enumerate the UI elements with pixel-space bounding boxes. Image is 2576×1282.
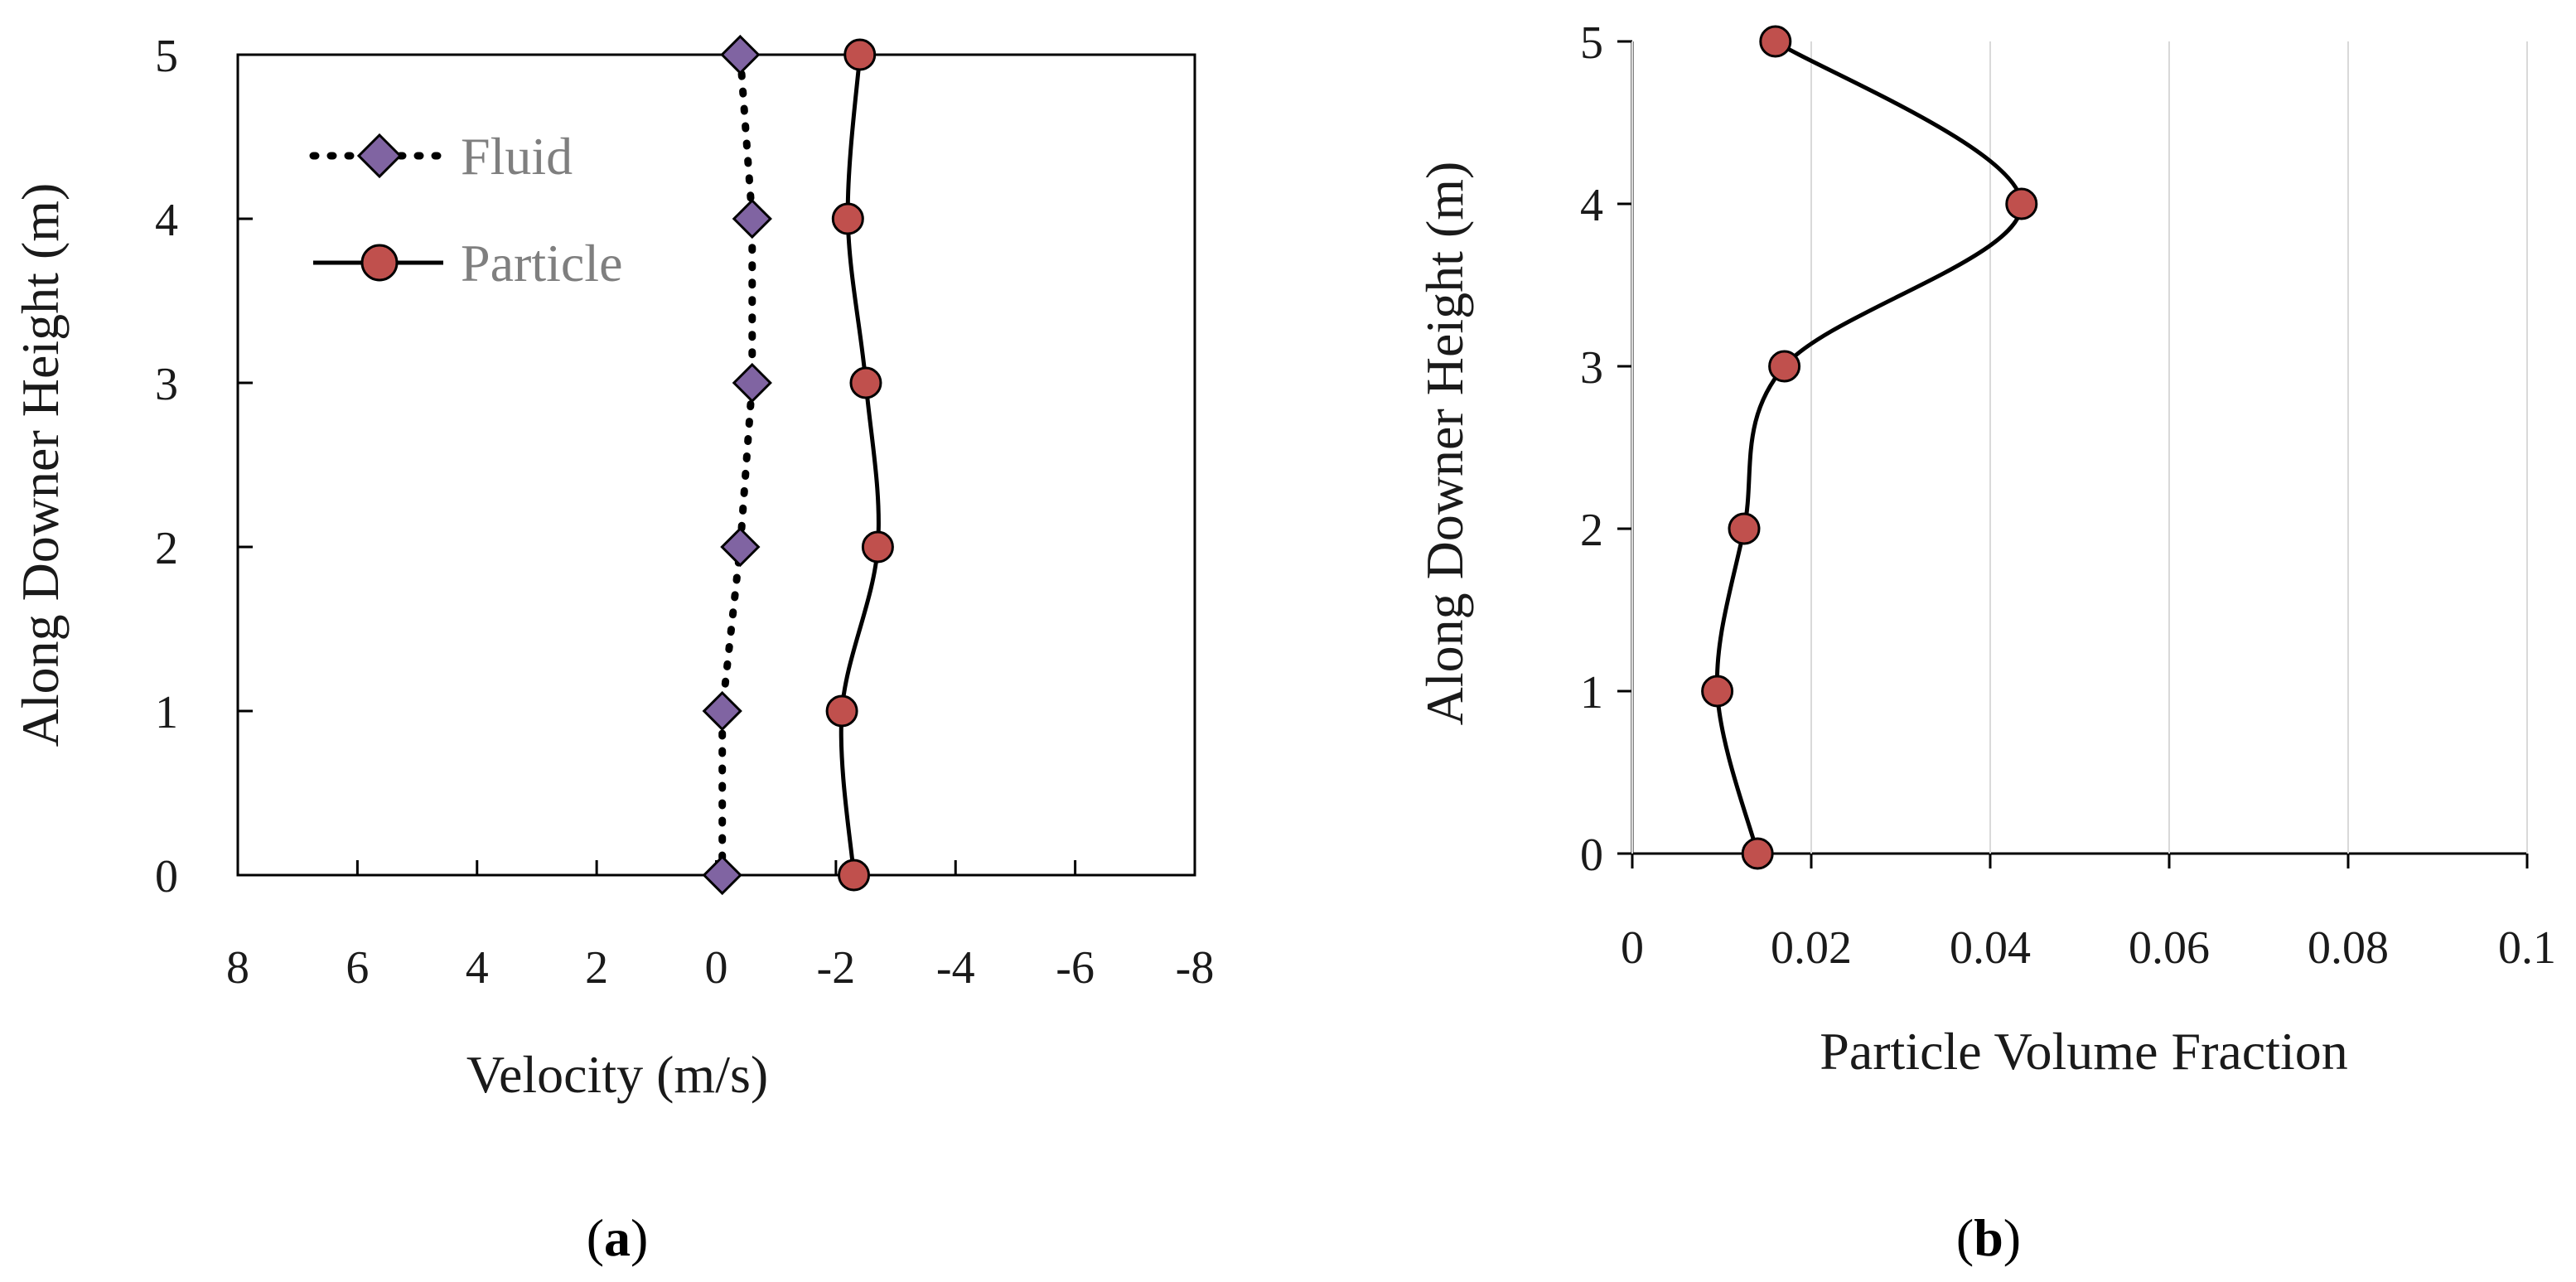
y-tick-label: 4: [155, 195, 178, 246]
x-tick-label: 0: [705, 942, 728, 994]
x-tick-label: 0.1: [2498, 922, 2556, 974]
legend-a: Fluid Particle: [309, 127, 622, 293]
series-lines-a: [718, 51, 881, 879]
fluid-data-point: [702, 854, 742, 896]
particle-data-point: [1741, 837, 1774, 870]
y-tick-label: 5: [155, 31, 178, 82]
y-tick-label: 2: [155, 523, 178, 574]
y-tick-label: 1: [1580, 667, 1603, 718]
particle-data-point: [825, 694, 858, 728]
fluid-series-line: [718, 51, 756, 879]
fluid-data-point: [720, 526, 761, 568]
y-axis-b: 0 1 2 3 4 5: [1580, 17, 1632, 881]
x-tick-label: 4: [466, 942, 489, 994]
fluid-data-point: [732, 198, 772, 239]
fluid-data-point: [720, 34, 761, 75]
series-markers-a: [702, 34, 894, 896]
particle-series-line: [1714, 39, 2024, 854]
particle-data-point: [2005, 187, 2038, 220]
caption-a: (a): [587, 1208, 649, 1267]
fluid-data-point: [702, 690, 742, 732]
y-tick-label: 5: [1580, 17, 1603, 69]
series-lines-b: [1714, 39, 2024, 854]
x-tick-label: -4: [936, 942, 975, 994]
x-axis-title-a: Velocity (m/s): [466, 1045, 768, 1104]
legend-fluid-label: Fluid: [461, 127, 573, 186]
y-axis-title-b: Along Downer Height (m): [1415, 162, 1474, 726]
y-tick-label: 2: [1580, 505, 1603, 556]
x-tick-label: 2: [585, 942, 608, 994]
y-tick-label: 1: [155, 687, 178, 738]
legend-particle-label: Particle: [461, 234, 622, 293]
particle-data-point: [1759, 25, 1792, 58]
chart-panel-b: 0 1 2 3 4 5 0 0.02 0.04 0.06 0.08 0.1 Particle Vol…: [1415, 17, 2556, 1081]
particle-data-point: [849, 366, 882, 399]
y-axis-a: 0 1 2 3 4 5: [155, 31, 253, 902]
fluid-data-point: [732, 362, 772, 404]
series-markers-b: [1701, 25, 2038, 870]
x-axis-a: 8 6 4 2 0 -2 -4 -6 -8: [226, 860, 1214, 994]
x-tick-label: -2: [817, 942, 856, 994]
legend-particle-circle-marker: [360, 244, 399, 282]
particle-data-point: [1768, 350, 1801, 383]
x-tick-label: 0: [1621, 922, 1644, 974]
legend-fluid-diamond-marker: [356, 133, 403, 179]
y-tick-label: 0: [155, 851, 178, 902]
x-tick-label: -8: [1176, 942, 1215, 994]
x-tick-label: 8: [226, 942, 249, 994]
y-tick-label: 3: [155, 359, 178, 410]
particle-data-point: [1701, 675, 1734, 708]
x-tick-label: 6: [346, 942, 369, 994]
plot-area-a: [236, 53, 1196, 877]
x-tick-label: 0.02: [1771, 922, 1852, 974]
particle-data-point: [838, 859, 871, 892]
x-tick-label: -6: [1056, 942, 1095, 994]
x-axis-title-b: Particle Volume Fraction: [1820, 1022, 2348, 1081]
y-tick-label: 3: [1580, 342, 1603, 394]
particle-data-point: [861, 530, 894, 564]
x-tick-label: 0.08: [2308, 922, 2389, 974]
particle-series-line: [839, 54, 881, 876]
x-tick-label: 0.06: [2129, 922, 2210, 974]
y-tick-label: 0: [1580, 830, 1603, 881]
caption-b: (b): [1956, 1208, 2021, 1267]
particle-data-point: [831, 202, 864, 235]
y-tick-label: 4: [1580, 180, 1603, 231]
particle-data-point: [843, 38, 877, 71]
x-axis-b: 0 0.02 0.04 0.06 0.08 0.1: [1621, 41, 2556, 974]
chart-panel-a: 0 1 2 3 4 5 8 6 4 2 0 -2 -4 -6 -8 Velocity (m/s) Alon…: [11, 31, 1214, 1104]
particle-data-point: [1728, 512, 1761, 545]
y-axis-title-a: Along Downer Height (m): [11, 183, 70, 747]
x-tick-label: 0.04: [1950, 922, 2031, 974]
